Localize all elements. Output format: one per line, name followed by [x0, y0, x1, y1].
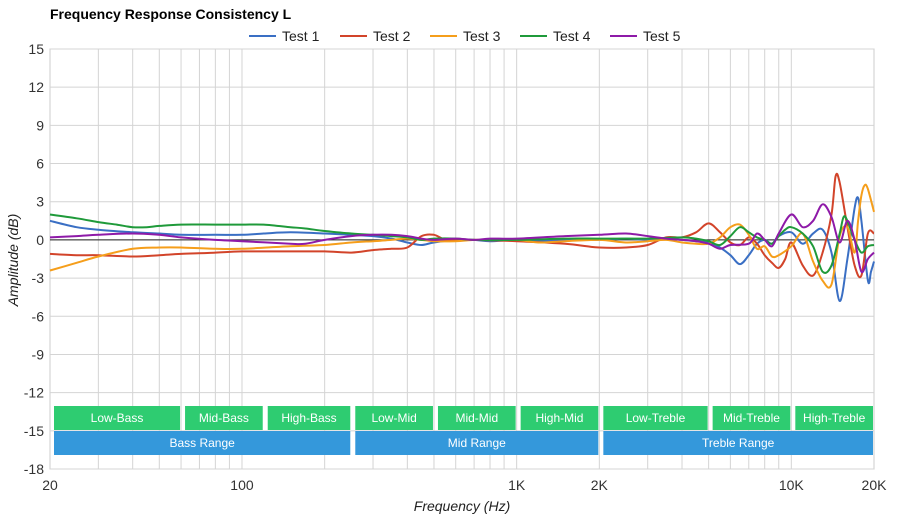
band-mid-bass	[185, 406, 263, 430]
x-tick-label: 100	[230, 477, 254, 493]
band-label: Bass Range	[169, 436, 235, 450]
band-mid-range	[355, 431, 599, 455]
band-high-mid	[520, 406, 599, 430]
band-label: Mid-Bass	[199, 411, 249, 425]
y-axis-ticks: 15 12 9 6 3 0 -3 -6 -9 -12 -15 -18	[24, 41, 44, 477]
y-tick-label: 9	[36, 117, 44, 133]
band-label: Low-Treble	[626, 411, 686, 425]
band-low-treble	[603, 406, 708, 430]
x-tick-label: 20	[42, 477, 58, 493]
x-tick-label: 1K	[508, 477, 526, 493]
x-tick-label: 2K	[591, 477, 609, 493]
series-lines	[49, 172, 875, 303]
y-tick-label: -15	[24, 423, 44, 439]
legend: Test 1 Test 2 Test 3 Test 4 Test 5	[249, 28, 681, 44]
band-label: High-Bass	[281, 411, 336, 425]
frequency-bands: Low-Bass Mid-Bass High-Bass Low-Mid Mid-Mid H…	[54, 406, 873, 455]
series-line-test-5	[49, 203, 875, 274]
series-line-test-4	[49, 213, 875, 274]
band-label: Mid-Mid	[455, 411, 498, 425]
series-line-test-3	[49, 183, 875, 289]
band-label: Low-Mid	[371, 411, 416, 425]
band-label: High-Treble	[803, 411, 866, 425]
legend-label: Test 2	[373, 28, 411, 44]
band-label: High-Mid	[535, 411, 583, 425]
y-tick-label: 12	[28, 79, 44, 95]
band-low-bass	[54, 406, 181, 430]
band-low-mid	[355, 406, 433, 430]
legend-label: Test 4	[553, 28, 591, 44]
band-mid-treble	[712, 406, 791, 430]
band-label: Mid-Treble	[723, 411, 780, 425]
x-axis-label: Frequency (Hz)	[414, 498, 510, 514]
legend-label: Test 3	[463, 28, 501, 44]
x-axis-ticks: 20 100 1K 2K 10K 20K	[42, 477, 887, 493]
y-tick-label: -3	[32, 270, 45, 286]
band-mid-mid	[437, 406, 516, 430]
y-axis-label: Amplitude (dB)	[5, 214, 21, 308]
chart-title: Frequency Response Consistency L	[50, 6, 292, 22]
band-treble-range	[603, 431, 873, 455]
x-tick-label: 10K	[779, 477, 805, 493]
legend-label: Test 1	[282, 28, 320, 44]
series-line-test-1	[49, 196, 875, 303]
y-tick-label: -9	[32, 346, 45, 362]
y-tick-label: -18	[24, 461, 44, 477]
band-label: Treble Range	[702, 436, 775, 450]
band-high-treble	[795, 406, 873, 430]
y-tick-label: 6	[36, 156, 44, 172]
y-tick-label: 0	[36, 232, 44, 248]
y-tick-label: -12	[24, 385, 44, 401]
band-label: Mid Range	[448, 436, 506, 450]
y-tick-label: 15	[28, 41, 44, 57]
band-label: Low-Bass	[91, 411, 144, 425]
x-tick-label: 20K	[862, 477, 888, 493]
band-high-bass	[267, 406, 351, 430]
y-tick-label: 3	[36, 194, 44, 210]
legend-label: Test 5	[643, 28, 681, 44]
y-tick-label: -6	[32, 308, 45, 324]
band-bass-range	[54, 431, 351, 455]
